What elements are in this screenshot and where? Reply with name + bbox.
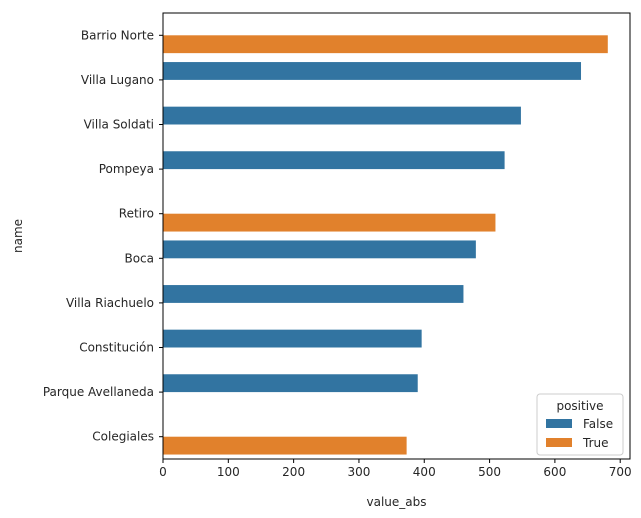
- y-tick-label-villa-riachuelo: Villa Riachuelo: [66, 296, 154, 310]
- legend-items: False True: [546, 417, 613, 450]
- y-tick-label-barrio-norte: Barrio Norte: [81, 28, 154, 42]
- x-tick-label: 700: [609, 465, 632, 479]
- bar-colegiales-true: [163, 436, 407, 455]
- y-tick-label-constitucion: Constitución: [79, 341, 154, 355]
- x-tick-label: 400: [413, 465, 436, 479]
- bar-pompeya-false: [163, 151, 505, 170]
- y-tick-label-colegiales: Colegiales: [92, 430, 154, 444]
- bars-layer: [163, 35, 608, 455]
- x-tick-label: 0: [159, 465, 167, 479]
- legend-label-false: False: [583, 417, 613, 431]
- y-tick-label-parque-avellaneda: Parque Avellaneda: [43, 385, 154, 399]
- plot-frame: [162, 12, 631, 460]
- x-tick-label: 100: [217, 465, 240, 479]
- x-axis-label: value_abs: [367, 495, 427, 509]
- bar-villa-lugano-false: [163, 62, 582, 80]
- x-tick-label: 300: [347, 465, 370, 479]
- x-tick-label: 500: [478, 465, 501, 479]
- legend: positive False True: [536, 393, 624, 456]
- legend-swatch-true: [546, 438, 572, 447]
- bar-barrio-norte-true: [163, 35, 608, 54]
- bar-villa-riachuelo-false: [163, 285, 464, 303]
- y-tick-label-retiro: Retiro: [119, 207, 154, 221]
- bar-parque-avellaneda-false: [163, 374, 418, 393]
- y-axis-label: name: [11, 219, 25, 253]
- y-axis-ticks: Barrio Norte Villa Lugano Villa Soldati Pom…: [43, 28, 163, 444]
- bar-constitucion-false: [163, 329, 422, 348]
- legend-title: positive: [556, 399, 603, 413]
- y-tick-label-pompeya: Pompeya: [99, 162, 154, 176]
- legend-swatch-false: [546, 419, 572, 428]
- y-tick-label-villa-lugano: Villa Lugano: [81, 73, 154, 87]
- legend-label-true: True: [582, 436, 609, 450]
- x-axis-ticks: 0 100 200 300 400 500 600 700: [159, 459, 632, 479]
- bar-boca-false: [163, 240, 476, 259]
- bar-villa-soldati-false: [163, 106, 521, 125]
- y-tick-label-boca: Boca: [124, 251, 154, 265]
- x-tick-label: 600: [543, 465, 566, 479]
- bar-retiro-true: [163, 213, 496, 232]
- x-tick-label: 200: [282, 465, 305, 479]
- y-tick-label-villa-soldati: Villa Soldati: [84, 118, 154, 132]
